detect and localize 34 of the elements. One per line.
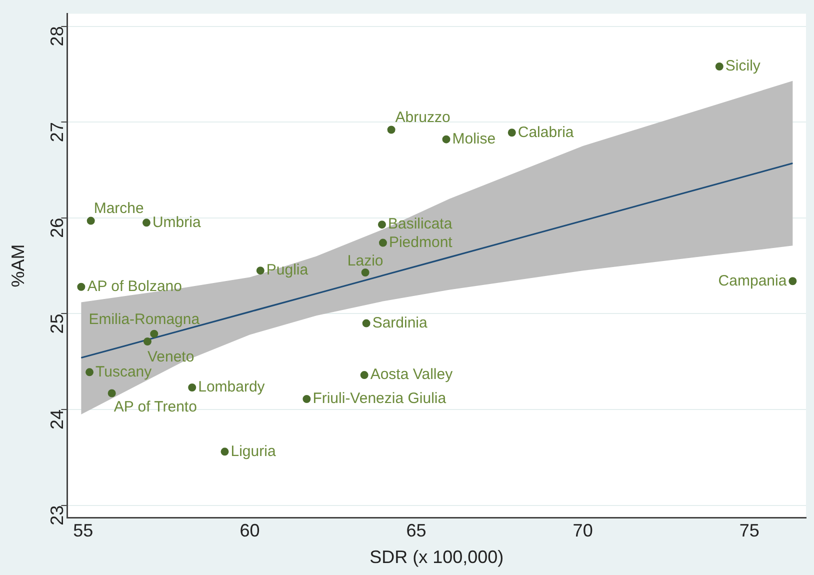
y-tick-label: 28 [47,26,68,46]
series-label: AP of Bolzano [87,278,182,296]
y-tick-label: 25 [47,314,68,334]
y-tick-label: 27 [47,122,68,142]
series-label: Sardinia [372,314,428,332]
y-tick-label: 24 [47,410,68,430]
series-label: Sicily [725,58,761,75]
series-label: Calabria [518,124,574,141]
series-label: Basilicata [388,216,453,233]
x-tick-label: 75 [739,520,760,541]
series-label: Lombardy [198,378,266,396]
x-axis-title: SDR (x 100,000) [370,547,504,568]
y-tick-label: 26 [47,218,68,238]
x-tick-label: 65 [406,520,426,541]
y-axis-title: %AM [8,244,28,288]
series-label: Aosta Valley [370,366,454,384]
series-label: Marche [94,200,144,217]
series-label: Molise [452,130,496,148]
series-label: Puglia [266,262,309,279]
series-label: Lazio [347,252,384,270]
x-tick-label: 70 [572,520,593,541]
y-tick-label: 23 [47,505,68,526]
series-label: Friuli-Venezia Giulia [312,390,447,408]
series-label: Umbria [152,214,202,231]
series-label: Abruzzo [395,108,450,126]
series-label: AP of Trento [114,398,197,416]
series-label: Campania [718,272,788,290]
x-tick-label: 55 [73,520,94,541]
series-label: Emilia-Romagna [88,310,200,328]
x-tick-label: 60 [240,520,260,541]
series-label: Veneto [147,348,194,366]
series-label: Piedmont [388,234,454,251]
series-label: Liguria [230,442,276,460]
series-label: Tuscany [96,363,152,380]
